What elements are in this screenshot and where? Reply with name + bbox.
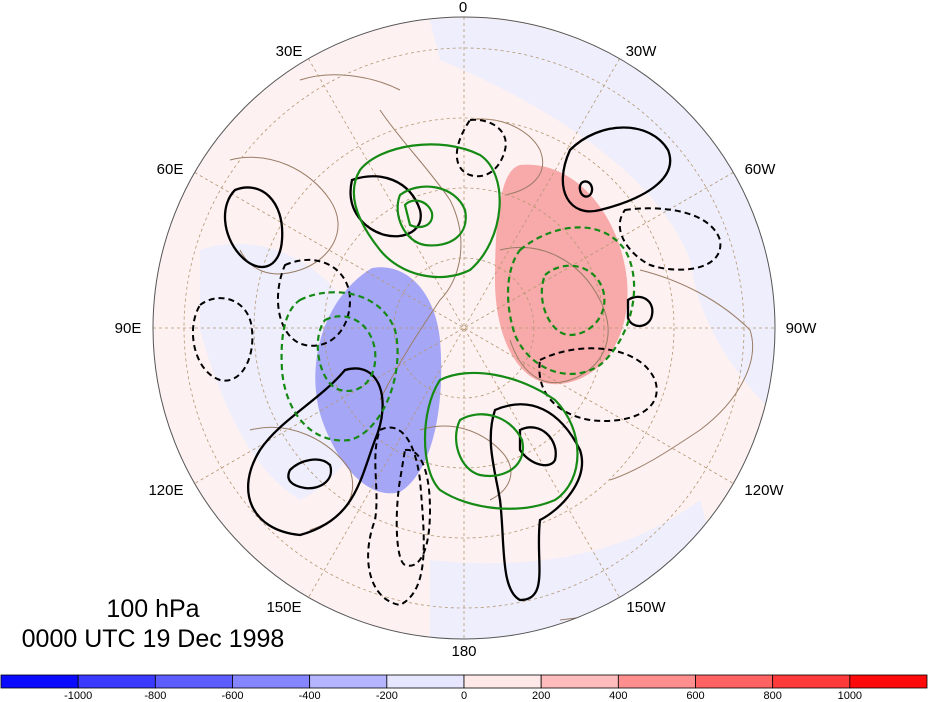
- map-boundary: [152, 16, 776, 640]
- time-label: 0000 UTC 19 Dec 1998: [22, 625, 285, 653]
- longitude-label-0: 0: [459, 0, 467, 16]
- colorbar-tick-label: -1000: [64, 690, 92, 702]
- colorbar-tick-label: -400: [299, 690, 321, 702]
- colorbar-tick-label: 400: [609, 690, 627, 702]
- colorbar-box: [0, 674, 79, 689]
- longitude-label-90w: 90W: [786, 320, 818, 337]
- colorbar-box: [849, 674, 928, 689]
- negative-anomaly-center: [315, 267, 442, 494]
- longitude-label-120e: 120E: [148, 482, 183, 499]
- colorbar-box: [772, 674, 851, 689]
- colorbar: -1000 -800 -600 -400 -200 0 200 400 600 800 1000: [0, 674, 928, 702]
- colorbar-box: [617, 674, 696, 689]
- colorbar-box: [386, 674, 465, 689]
- negative-contours: [191, 118, 722, 607]
- colorbar-boxes: [0, 674, 928, 689]
- graticule: [153, 17, 775, 639]
- level-label: 100 hPa: [106, 595, 199, 623]
- longitude-label-30e: 30E: [276, 43, 303, 60]
- colorbar-box: [463, 674, 542, 689]
- longitude-label-60w: 60W: [745, 161, 777, 178]
- colorbar-tick-label: 1000: [838, 690, 862, 702]
- colorbar-box: [154, 674, 233, 689]
- secondary-contours-solid: [352, 143, 579, 510]
- colorbar-tick-label: -200: [376, 690, 398, 702]
- colorbar-box: [309, 674, 388, 689]
- longitude-label-180: 180: [451, 643, 476, 660]
- negative-shade-west: [200, 243, 368, 501]
- colorbar-box: [232, 674, 311, 689]
- longitude-label-90e: 90E: [115, 320, 142, 337]
- positive-anomaly-center: [495, 164, 628, 385]
- longitude-label-120w: 120W: [744, 482, 784, 499]
- colorbar-tick-label: -800: [144, 690, 166, 702]
- colorbar-tick-label: 800: [763, 690, 781, 702]
- colorbar-box: [77, 674, 156, 689]
- longitude-label-30w: 30W: [626, 43, 658, 60]
- colorbar-ticks: -1000 -800 -600 -400 -200 0 200 400 600 800 1000: [64, 690, 862, 702]
- coastlines: [229, 74, 754, 621]
- colorbar-tick-label: 200: [532, 690, 550, 702]
- colorbar-box: [695, 674, 774, 689]
- colorbar-tick-label: -600: [221, 690, 243, 702]
- colorbar-box: [540, 674, 619, 689]
- secondary-contours-dashed: [280, 226, 636, 442]
- colorbar-tick-label: 600: [686, 690, 704, 702]
- longitude-label-60e: 60E: [157, 161, 184, 178]
- positive-contours: [223, 126, 672, 602]
- colorbar-tick-label: 0: [461, 690, 467, 702]
- longitude-label-150w: 150W: [626, 599, 666, 616]
- longitude-label-150e: 150E: [266, 599, 301, 616]
